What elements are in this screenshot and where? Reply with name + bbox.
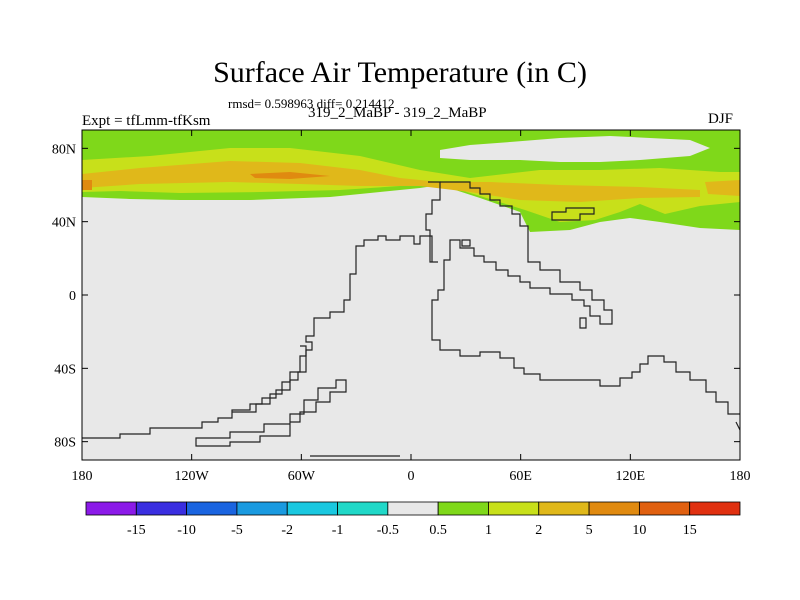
y-tick-label: 40N [52, 216, 76, 231]
coastline-peninsula [232, 345, 307, 413]
colorbar-swatch [186, 501, 238, 516]
anomaly-region-deep-orange-west [82, 180, 92, 190]
coastline-outlines [82, 181, 741, 457]
colorbar-label: 5 [586, 523, 593, 538]
coastline-east-edge [735, 421, 741, 431]
colorbar-label: 0.5 [429, 523, 447, 538]
coastline-southern-island [195, 379, 347, 447]
season-label: DJF [708, 111, 734, 127]
colorbar-swatch [387, 501, 439, 516]
coastline-main-continent [431, 181, 740, 415]
colorbar-swatch [286, 501, 338, 516]
colorbar-label: -15 [127, 523, 146, 538]
comparison-label: 319_2_MaBP - 319_2_MaBP [308, 105, 487, 121]
colorbar-label: 10 [632, 523, 646, 538]
coastline-south-america [82, 235, 433, 439]
colorbar-swatch [488, 501, 540, 516]
colorbar-label: -10 [177, 523, 196, 538]
colorbar-label: 15 [683, 523, 697, 538]
y-tick-label: 80S [54, 436, 76, 451]
anomaly-region-orange [82, 161, 700, 202]
experiment-label: Expt = tfLmm-tfKsm [82, 113, 211, 129]
colorbar-swatch [337, 501, 389, 516]
temperature-anomaly-fill [82, 130, 740, 232]
x-tick-label: 180 [72, 469, 93, 484]
colorbar-label: -2 [281, 523, 293, 538]
colorbar-label: 1 [485, 523, 492, 538]
colorbar-swatch [135, 501, 188, 516]
x-tick-label: 0 [408, 469, 415, 484]
colorbar: -15 -10 -5 -2 -1 -0.5 0.5 1 2 5 10 15 [85, 501, 741, 538]
colorbar-swatch [638, 501, 691, 516]
axis-ticks: 180 120W 60W 0 60E 120E 180 80N 40N 0 40S 80S [52, 130, 751, 484]
anomaly-region-deep-orange [250, 172, 330, 179]
x-tick-label: 60W [288, 469, 316, 484]
colorbar-swatch [85, 501, 137, 516]
anomaly-region-orange-east [705, 180, 740, 196]
y-tick-label: 0 [69, 289, 76, 304]
colorbar-label: -5 [231, 523, 243, 538]
colorbar-label: -0.5 [377, 523, 399, 538]
colorbar-swatch [437, 501, 489, 516]
coastline-north-africa [425, 181, 441, 263]
stats-line: rmsd= 0.598963 diff= 0.214412 [228, 96, 395, 111]
x-tick-label: 120W [175, 469, 210, 484]
colorbar-label: 2 [535, 523, 542, 538]
colorbar-swatch [588, 501, 640, 516]
y-tick-label: 40S [54, 362, 76, 377]
coastline-inland-block [551, 207, 595, 221]
x-tick-label: 60E [509, 469, 532, 484]
map-title: Surface Air Temperature (in C) [213, 56, 587, 89]
colorbar-swatch [689, 501, 741, 516]
colorbar-swatch [538, 501, 590, 516]
x-tick-label: 180 [730, 469, 751, 484]
anomaly-region-white [440, 136, 710, 162]
colorbar-swatch [236, 501, 288, 516]
coastline-small-island [461, 239, 471, 247]
colorbar-label: -1 [332, 523, 344, 538]
coastline-east-island [579, 317, 587, 329]
x-tick-label: 120E [616, 469, 646, 484]
y-tick-label: 80N [52, 142, 76, 157]
